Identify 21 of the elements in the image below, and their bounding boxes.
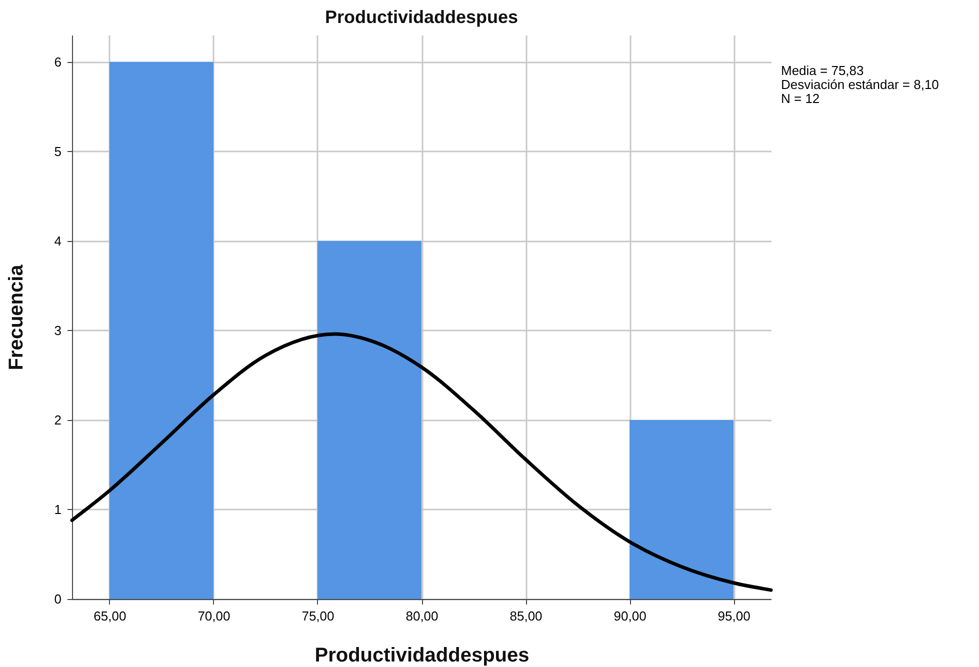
text: Media = 75,83	[781, 63, 864, 78]
x-tick-label: 70,00	[198, 608, 230, 624]
x-axis-title: Productividaddespues	[314, 644, 530, 666]
x-tick-label: 90,00	[614, 608, 646, 624]
x-tick-label: 75,00	[302, 608, 334, 624]
y-tick-label: 1	[54, 502, 62, 517]
x-tick-label: 95,00	[718, 608, 750, 624]
y-tick-label: 6	[54, 54, 62, 70]
x-tick-label: 65,00	[94, 608, 126, 624]
y-tick-label: 2	[54, 412, 62, 428]
x-tick-label: 80,00	[406, 608, 438, 624]
text: N = 12	[781, 91, 820, 106]
x-tick-label: 85,00	[510, 608, 542, 624]
y-tick-label: 0	[54, 592, 62, 606]
y-tick-label: 5	[54, 144, 62, 159]
chart-title: Productividaddespues	[324, 7, 518, 27]
line-series	[70, 332, 773, 592]
text: Desviación estándar = 8,10	[781, 77, 939, 92]
y-tick-label: 3	[54, 322, 62, 338]
y-axis-title: Frecuencia	[5, 264, 28, 370]
y-tick-label: 4	[54, 233, 62, 248]
